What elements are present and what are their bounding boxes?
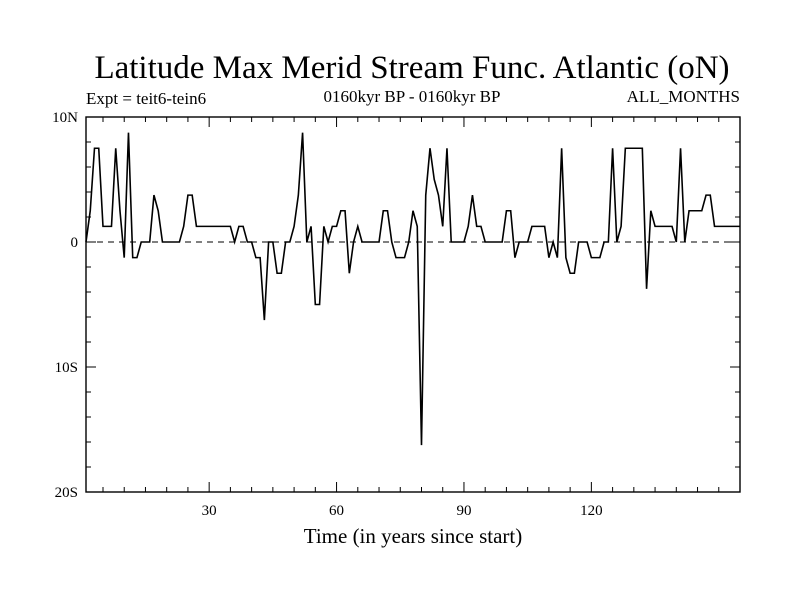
period-label: 0160kyr BP - 0160kyr BP: [324, 87, 501, 106]
months-label: ALL_MONTHS: [627, 87, 740, 106]
chart-title: Latitude Max Merid Stream Func. Atlantic…: [94, 50, 729, 86]
y-tick-labels: 10N 0 10S 20S: [52, 110, 78, 501]
x-tick-labels: 30 60 90 120: [202, 503, 603, 519]
y-tick-label: 10S: [55, 360, 78, 376]
series-layer: [85, 132, 740, 446]
series-line-latitude: [85, 132, 740, 446]
plot-frame: [85, 116, 741, 493]
y-tick-label: 20S: [55, 485, 78, 501]
y-tick-label: 10N: [52, 110, 78, 126]
x-tick-label: 60: [329, 503, 344, 519]
axis-ticks: [86, 116, 741, 493]
x-tick-label: 90: [456, 503, 471, 519]
x-axis-label: Time (in years since start): [304, 524, 523, 548]
experiment-label: Expt = teit6-tein6: [86, 89, 206, 108]
x-tick-label: 30: [202, 503, 217, 519]
x-tick-label: 120: [580, 503, 603, 519]
y-tick-label: 0: [71, 235, 79, 251]
